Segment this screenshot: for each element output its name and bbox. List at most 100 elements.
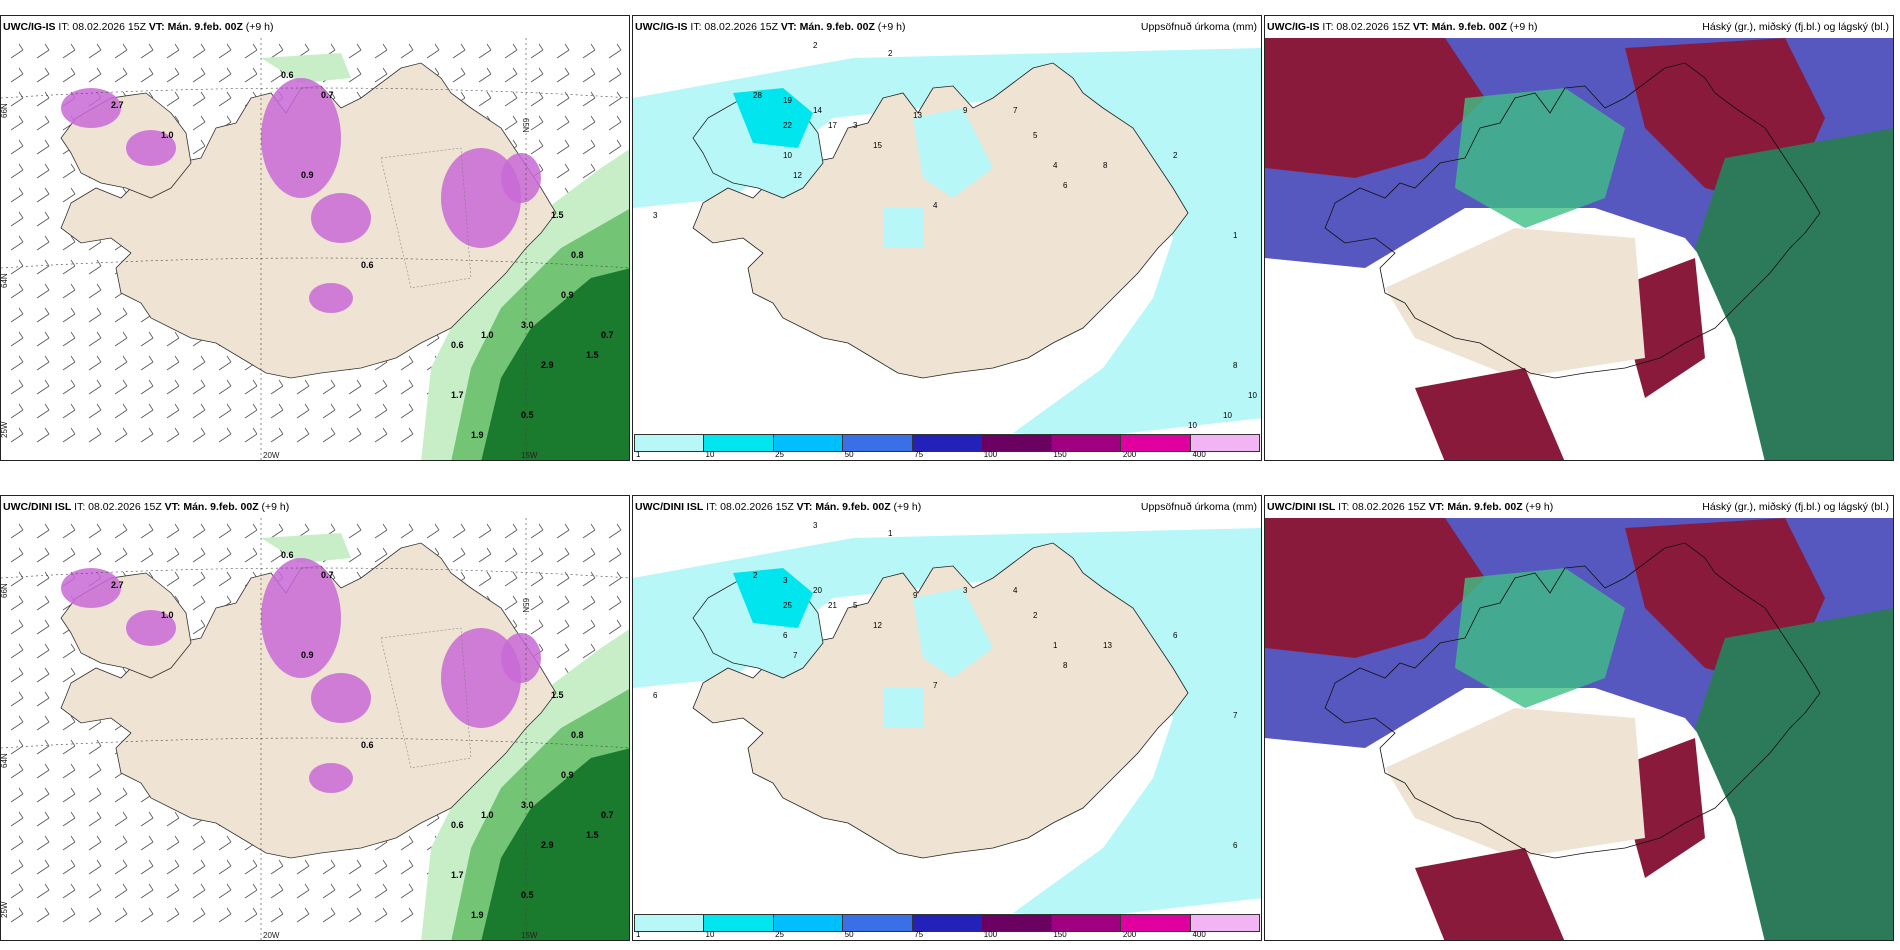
wind-barb: [62, 883, 76, 899]
precip-value-label: 2.9: [541, 360, 554, 370]
wind-barb: [62, 379, 76, 395]
wind-barb: [114, 43, 128, 59]
wind-barb: [556, 595, 570, 611]
precip-value-label: 2: [1033, 611, 1038, 620]
precip-value-label: 19: [783, 96, 792, 105]
iceland-land-visible: [1385, 708, 1645, 858]
wind-barb: [192, 907, 206, 923]
wind-barb: [400, 883, 414, 899]
wind-barb: [582, 619, 596, 635]
colorbar: [634, 914, 1260, 932]
wind-barb: [140, 67, 154, 83]
wind-barb: [140, 523, 154, 539]
wind-barb: [36, 43, 50, 59]
lead-time: (+9 h): [877, 21, 906, 33]
wind-barb: [452, 547, 466, 563]
wind-barb: [36, 907, 50, 923]
wind-barb: [88, 787, 102, 803]
wind-barb: [88, 43, 102, 59]
precip-value-label: 17: [828, 121, 837, 130]
wind-barb: [10, 427, 24, 443]
precip-value-label: 2: [753, 571, 758, 580]
snow-area: [501, 153, 541, 203]
wind-barb: [582, 91, 596, 107]
panel-title: Uppsöfnuð úrkoma (mm): [1140, 501, 1257, 513]
precip-value-label: 0.7: [601, 810, 614, 820]
wind-barb: [88, 907, 102, 923]
wind-barb: [10, 307, 24, 323]
wind-barb: [192, 835, 206, 851]
precip-value-label: 5: [1033, 131, 1038, 140]
wind-barb: [114, 403, 128, 419]
wind-barb: [114, 907, 128, 923]
precip-area-heavy: [481, 748, 629, 940]
wind-barb: [166, 91, 180, 107]
iceland-land-visible: [1385, 228, 1645, 378]
precip-value-label: 1.0: [161, 130, 174, 140]
wind-barb: [556, 547, 570, 563]
precip-value-label: 20: [813, 586, 822, 595]
colorbar-swatch: [912, 915, 983, 931]
wind-barb: [348, 523, 362, 539]
latitude-line: [1, 737, 629, 749]
precip-value-label: 6: [1063, 181, 1068, 190]
precip-value-label: 8: [1103, 161, 1108, 170]
colorbar-tick-label: 1: [636, 450, 641, 459]
wind-barb: [426, 523, 440, 539]
wind-barb: [62, 331, 76, 347]
model-name: UWC/IG-IS: [635, 21, 688, 33]
wind-barb: [608, 67, 622, 83]
wind-barb: [10, 595, 24, 611]
wind-barb: [10, 739, 24, 755]
precip-value-label: 2: [813, 41, 818, 50]
colorbar-tick-label: 25: [775, 450, 785, 459]
wind-barb: [192, 43, 206, 59]
colorbar-swatch: [704, 915, 774, 931]
wind-barb: [192, 379, 206, 395]
precip-value-label: 22: [783, 121, 792, 130]
panel-header: UWC/DINI ISL IT: 08.02.2026 15Z VT: Mán.…: [1265, 496, 1893, 518]
wind-barb: [400, 427, 414, 443]
wind-barb: [582, 163, 596, 179]
wind-barb: [62, 523, 76, 539]
panel-wind-igis: UWC/IG-IS IT: 08.02.2026 15Z VT: Mán. 9.…: [0, 15, 630, 461]
wind-barb: [218, 67, 232, 83]
wind-barb: [374, 523, 388, 539]
precip-value-label: 0.8: [571, 730, 584, 740]
wind-barb: [504, 115, 518, 131]
precip-value-label: 3: [853, 121, 858, 130]
wind-barb: [244, 883, 258, 899]
wind-barb: [62, 739, 76, 755]
precip-value-label: 3: [813, 521, 818, 530]
wind-barb: [10, 571, 24, 587]
wind-barb: [530, 595, 544, 611]
colorbar-swatch: [704, 435, 774, 451]
precip-value-label: 1.5: [551, 210, 564, 220]
wind-barb: [530, 43, 544, 59]
wind-barb: [10, 355, 24, 371]
colorbar-swatch: [1051, 435, 1122, 451]
precip-value-label: 0.6: [281, 70, 294, 80]
wind-barb: [348, 379, 362, 395]
precip-value-label: 2.9: [541, 840, 554, 850]
wind-barb: [62, 547, 76, 563]
wind-barb: [244, 379, 258, 395]
precip-value-label: 7: [1233, 711, 1238, 720]
wind-barb: [36, 379, 50, 395]
wind-barb: [88, 283, 102, 299]
axis-label: 20W: [263, 451, 280, 460]
precip-area-light: [883, 208, 923, 248]
wind-barb: [374, 67, 388, 83]
precip-value-label: 0.8: [571, 250, 584, 260]
precip-value-label: 1.5: [586, 350, 599, 360]
valid-time: Mán. 9.feb. 00Z: [1431, 21, 1507, 33]
wind-barb: [426, 43, 440, 59]
colorbar-swatch: [982, 435, 1052, 451]
wind-barb: [270, 883, 284, 899]
vt-label: VT:: [148, 21, 165, 33]
panel-precip-dini: UWC/DINI ISL IT: 08.02.2026 15Z VT: Mán.…: [632, 495, 1262, 941]
axis-label: 25W: [1, 901, 9, 918]
wind-barb: [36, 739, 50, 755]
wind-barb: [36, 115, 50, 131]
wind-barb: [556, 115, 570, 131]
